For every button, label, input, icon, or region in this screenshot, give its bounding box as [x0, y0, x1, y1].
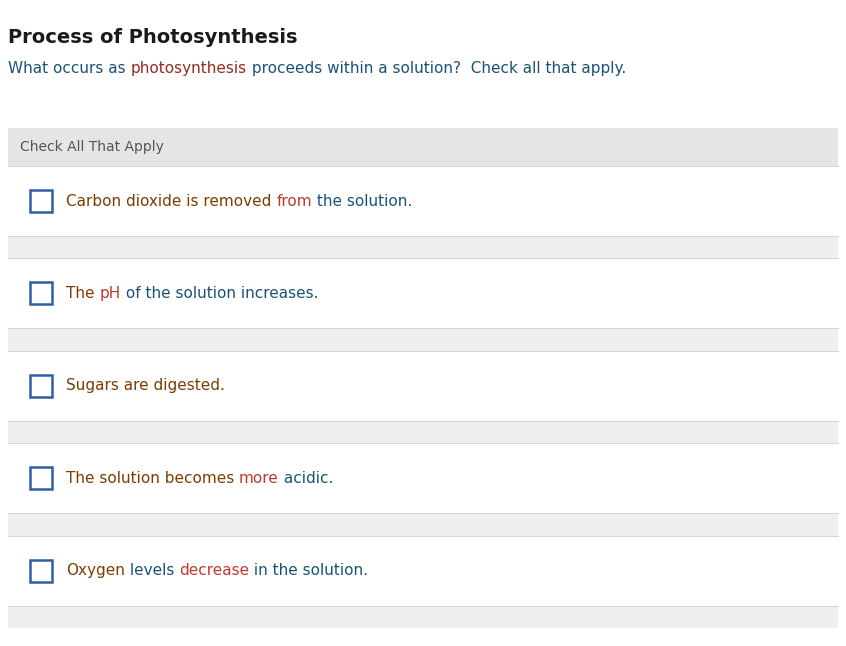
- Bar: [30, 559, 52, 581]
- Bar: [8, 128, 838, 628]
- Bar: [8, 128, 838, 166]
- Bar: [8, 258, 838, 328]
- Bar: [8, 166, 838, 236]
- Text: What occurs as: What occurs as: [8, 61, 130, 76]
- Text: decrease: decrease: [179, 563, 250, 578]
- Text: Oxygen: Oxygen: [66, 563, 125, 578]
- Text: photosynthesis: photosynthesis: [130, 61, 247, 76]
- Text: proceeds within a solution?  Check all that apply.: proceeds within a solution? Check all th…: [247, 61, 626, 76]
- Text: pH: pH: [99, 286, 121, 301]
- Text: from: from: [277, 194, 312, 209]
- Text: levels: levels: [125, 563, 179, 578]
- Text: Check All That Apply: Check All That Apply: [20, 140, 164, 154]
- Bar: [8, 513, 838, 536]
- Bar: [30, 282, 52, 304]
- Text: acidic.: acidic.: [279, 471, 333, 486]
- Bar: [8, 605, 838, 628]
- Bar: [30, 467, 52, 489]
- Text: in the solution.: in the solution.: [250, 563, 368, 578]
- Text: of the solution increases.: of the solution increases.: [121, 286, 318, 301]
- Bar: [8, 236, 838, 258]
- Bar: [30, 375, 52, 397]
- Text: Carbon dioxide is removed: Carbon dioxide is removed: [66, 194, 277, 209]
- Bar: [8, 443, 838, 513]
- Text: Sugars are digested.: Sugars are digested.: [66, 379, 225, 393]
- Text: The: The: [66, 286, 99, 301]
- Bar: [8, 351, 838, 421]
- Text: more: more: [239, 471, 279, 486]
- Bar: [8, 421, 838, 443]
- Bar: [30, 190, 52, 212]
- Bar: [8, 536, 838, 605]
- Text: The solution becomes: The solution becomes: [66, 471, 239, 486]
- Text: the solution.: the solution.: [312, 194, 412, 209]
- Bar: [8, 328, 838, 351]
- Text: Process of Photosynthesis: Process of Photosynthesis: [8, 28, 298, 47]
